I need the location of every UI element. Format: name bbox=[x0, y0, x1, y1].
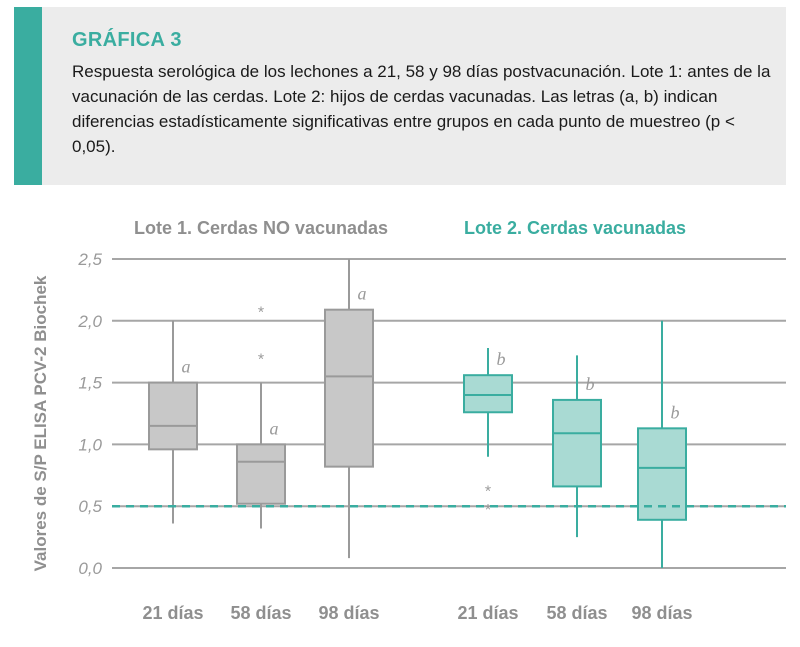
figure-header: GRÁFICA 3 Respuesta serológica de los le… bbox=[14, 7, 786, 185]
legend-lote-1: Lote 1. Cerdas NO vacunadas bbox=[134, 218, 388, 238]
outlier-marker: * bbox=[485, 502, 491, 519]
y-tick-label: 2,5 bbox=[77, 250, 102, 269]
figure-caption: Respuesta serológica de los lechones a 2… bbox=[72, 62, 771, 156]
box-iqr bbox=[637, 427, 687, 521]
y-tick-label: 1,0 bbox=[78, 435, 102, 454]
x-category-label: 58 días bbox=[230, 603, 291, 623]
box-iqr bbox=[552, 398, 602, 488]
y-axis-label: Valores de S/P ELISA PCV-2 Biochek bbox=[31, 275, 50, 571]
x-category-label: 21 días bbox=[457, 603, 518, 623]
figure-title: GRÁFICA 3 bbox=[72, 29, 182, 51]
y-tick-label: 2,0 bbox=[77, 312, 102, 331]
legend-lote-2: Lote 2. Cerdas vacunadas bbox=[464, 218, 686, 238]
box-iqr bbox=[236, 443, 286, 505]
significance-letter: b bbox=[497, 349, 506, 369]
significance-letter: a bbox=[270, 418, 279, 438]
x-category-label: 98 días bbox=[631, 603, 692, 623]
x-category-label: 21 días bbox=[142, 603, 203, 623]
outlier-marker: * bbox=[258, 351, 264, 368]
significance-letter: a bbox=[182, 357, 191, 377]
x-category-label: 58 días bbox=[546, 603, 607, 623]
box-iqr bbox=[324, 308, 374, 468]
significance-letter: a bbox=[358, 284, 367, 304]
significance-letter: b bbox=[671, 402, 680, 422]
accent-bar bbox=[14, 7, 42, 185]
significance-letter: b bbox=[586, 374, 595, 394]
y-tick-label: 0,0 bbox=[78, 559, 102, 578]
x-category-label: 98 días bbox=[318, 603, 379, 623]
box-iqr bbox=[148, 381, 198, 451]
outlier-marker: * bbox=[258, 304, 264, 321]
box-iqr bbox=[463, 374, 513, 414]
outlier-marker: * bbox=[485, 484, 491, 501]
y-tick-label: 1,5 bbox=[78, 374, 102, 393]
y-tick-label: 0,5 bbox=[78, 497, 102, 516]
